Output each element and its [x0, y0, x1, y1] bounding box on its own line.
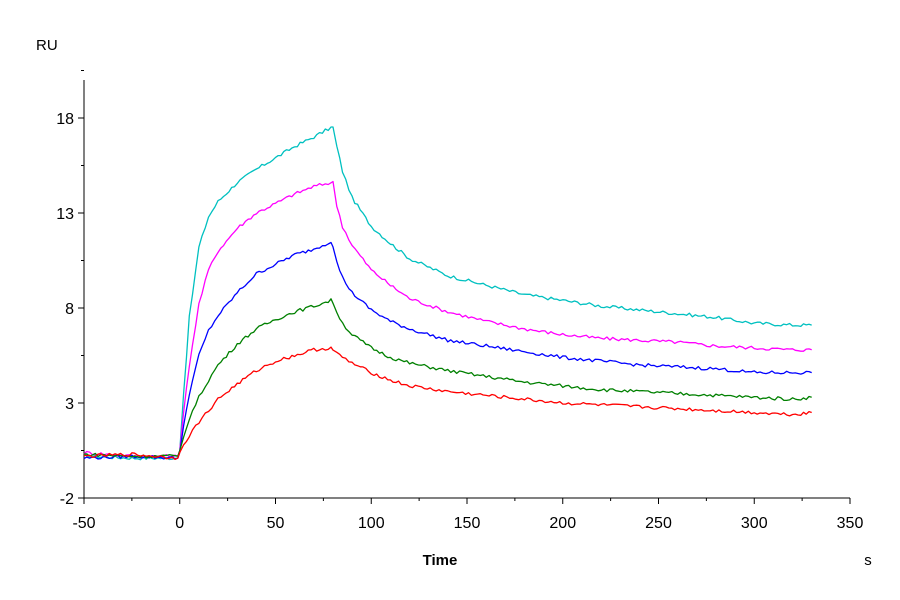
x-tick-label: 50: [267, 515, 285, 532]
axes: -2 3 8 13 18 -50 0 50 100 150 200 250 300 350: [56, 70, 864, 532]
series-line-5: [83, 346, 812, 461]
x-tick-label: 0: [175, 515, 184, 532]
series-line-4: [83, 298, 812, 459]
y-tick-label: 18: [56, 111, 74, 128]
y-axis-title: RU: [36, 37, 58, 54]
y-tick-label: 3: [65, 396, 74, 413]
x-axis-title: Time: [423, 552, 458, 569]
x-tick-label: 200: [549, 515, 576, 532]
x-tick-label: 350: [837, 515, 864, 532]
series-line-1: [84, 126, 812, 461]
series-layer: [83, 126, 812, 461]
x-axis-unit: s: [864, 552, 872, 569]
y-tick-label: -2: [60, 491, 74, 508]
x-tick-label: 250: [645, 515, 672, 532]
x-tick-label: 100: [358, 515, 385, 532]
x-tick-label: 150: [454, 515, 481, 532]
x-tick-label: -50: [72, 515, 95, 532]
y-tick-label: 8: [65, 301, 74, 318]
series-line-3: [83, 241, 812, 460]
y-tick-label: 13: [56, 206, 74, 223]
x-tick-label: 300: [741, 515, 768, 532]
series-line-2: [83, 180, 812, 459]
